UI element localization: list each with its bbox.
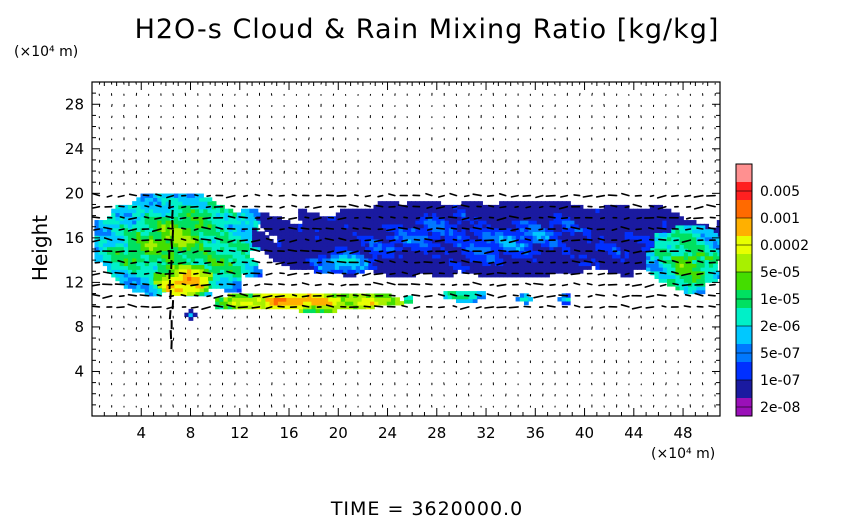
legend-label: 5e-07	[760, 346, 800, 362]
x-tick-label: 40	[575, 424, 594, 442]
x-tick-label: 32	[476, 424, 495, 442]
legend-label: 2e-06	[760, 319, 800, 335]
legend-label: 0.0002	[760, 238, 809, 254]
legend-swatch	[736, 254, 752, 272]
x-tick-label: 48	[674, 424, 693, 442]
legend-label: 1e-05	[760, 292, 800, 308]
legend-swatch	[736, 308, 752, 326]
cloud-field	[94, 194, 722, 321]
color-legend: 0.005 0.001 0.0002 5e-05 1e-05 2e-06 5e-07 1e-0…	[736, 164, 809, 416]
legend-label: 2e-08	[760, 400, 800, 416]
y-tick-label: 20	[65, 184, 84, 202]
y-tick-label: 24	[65, 140, 84, 158]
legend-label: 1e-07	[760, 373, 800, 389]
legend-swatch	[736, 326, 752, 344]
y-tick-label: 8	[74, 318, 84, 336]
legend-label: 0.005	[760, 184, 800, 200]
region-cell-near-29	[443, 291, 485, 303]
legend-swatch	[736, 164, 752, 182]
y-tick-label: 4	[74, 362, 84, 380]
region-detached-blob	[184, 309, 197, 321]
legend-swatch	[736, 362, 752, 380]
x-tick-label: 44	[624, 424, 643, 442]
legend-swatch	[736, 272, 752, 290]
x-tick-label: 36	[526, 424, 545, 442]
legend-swatch	[736, 380, 752, 398]
y-tick-label: 28	[65, 95, 84, 113]
region-convective-core	[154, 265, 213, 296]
y-tick-label: 12	[65, 273, 84, 291]
legend-swatch	[736, 218, 752, 236]
legend-swatch	[736, 200, 752, 218]
x-tick-label: 28	[427, 424, 446, 442]
legend-label: 5e-05	[760, 265, 800, 281]
legend-label: 0.001	[760, 211, 800, 227]
x-tick-label: 16	[279, 424, 298, 442]
x-tick-label: 8	[186, 424, 196, 442]
x-tick-label: 24	[378, 424, 397, 442]
x-tick-label: 20	[329, 424, 348, 442]
x-tick-label: 4	[136, 424, 146, 442]
y-tick-label: 16	[65, 229, 84, 247]
x-tick-label: 12	[230, 424, 249, 442]
